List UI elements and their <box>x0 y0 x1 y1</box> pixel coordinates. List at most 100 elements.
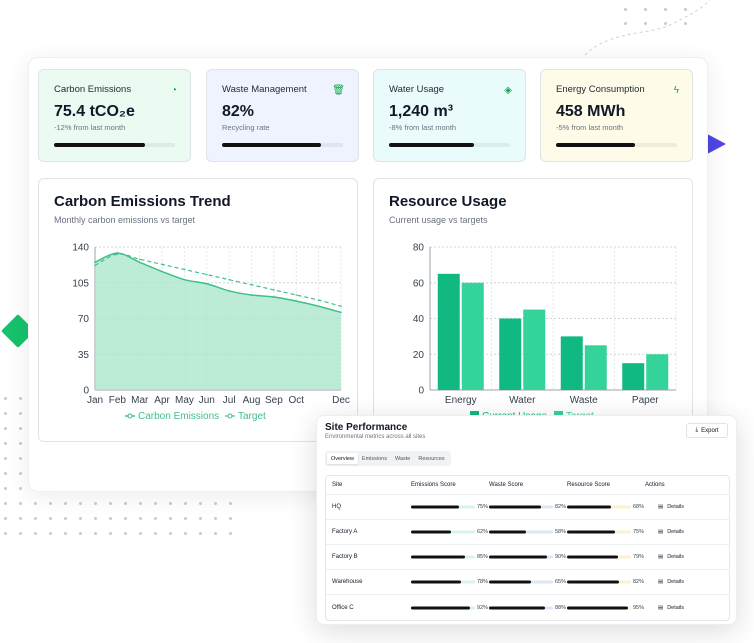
decorative-dot <box>154 532 157 535</box>
decorative-dot <box>19 517 22 520</box>
decorative-dot <box>199 532 202 535</box>
resource-score-value: 82% <box>633 579 645 585</box>
emissions-score-value: 92% <box>477 604 489 611</box>
decorative-dot <box>199 502 202 505</box>
details-link[interactable]: ▤ Details <box>658 554 684 560</box>
waste-score-fill <box>489 606 546 609</box>
bolt-icon: ϟ <box>673 85 679 96</box>
table-row: Factory A 62% 58% 75% ▤ Details <box>326 520 729 545</box>
tab-overview[interactable]: Overview <box>327 453 358 464</box>
waste-score-fill <box>489 580 531 584</box>
emissions-point <box>206 282 208 285</box>
trash-icon: 🗑 <box>332 85 345 96</box>
target-line <box>94 253 342 307</box>
site-performance-card: Site Performance Environmental metrics a… <box>316 415 737 625</box>
column-header-resource: Resource Score <box>567 482 611 488</box>
current-usage-bar <box>437 273 460 390</box>
decorative-dot <box>34 517 37 520</box>
details-label: Details <box>667 554 685 560</box>
decorative-dot <box>79 502 82 505</box>
emissions-point <box>273 296 275 298</box>
category-label: Energy <box>445 395 477 406</box>
stat-progress-track <box>556 143 677 147</box>
resource-score-value: 79% <box>633 554 645 560</box>
emissions-score-fill <box>411 555 466 559</box>
y-tick-label: 0 <box>83 386 89 397</box>
target-point <box>161 263 163 266</box>
waste-score-track <box>489 555 553 559</box>
decorative-dot <box>4 487 7 490</box>
waste-management-card[interactable]: Waste Management 82% Recycling rate 🗑 <box>206 69 359 162</box>
decorative-dot <box>19 472 22 475</box>
stat-progress-fill <box>556 143 635 147</box>
legend-marker-emissions <box>127 413 133 419</box>
export-label: Export <box>701 427 719 434</box>
details-link[interactable]: ▤ Details <box>658 605 684 611</box>
stat-value: 82% <box>222 103 255 120</box>
waste-score-track <box>489 505 553 509</box>
x-tick-label: Jan <box>87 395 103 406</box>
resource-score-track <box>567 505 631 509</box>
target-point <box>317 299 320 301</box>
decorative-dot <box>4 412 7 415</box>
decorative-dot <box>124 517 127 520</box>
resource-usage-title: Resource Usage <box>389 193 507 210</box>
stat-value: 458 MWh <box>556 103 626 120</box>
waste-score-value: 82% <box>555 504 567 510</box>
energy-consumption-card[interactable]: Energy Consumption 458 MWh -5% from last m… <box>540 69 693 162</box>
emissions-score-track <box>411 530 475 534</box>
emissions-score-track <box>411 580 475 584</box>
column-header-actions: Actions <box>645 482 665 488</box>
carbon-emissions-card[interactable]: Carbon Emissions 75.4 tCO₂e -12% from last… <box>38 69 191 162</box>
target-bar <box>523 309 546 390</box>
details-label: Details <box>667 504 685 510</box>
resource-usage-chart: 020406080EnergyWaterWastePaperCurrent Us… <box>413 243 677 422</box>
emissions-score-fill <box>411 580 461 584</box>
decorative-dot <box>79 532 82 535</box>
decorative-dot <box>49 517 52 520</box>
tab-waste[interactable]: Waste <box>394 456 411 462</box>
document-icon: ▤ <box>658 504 664 510</box>
export-button[interactable]: ⤓ Export <box>686 423 728 438</box>
decorative-dot <box>94 517 97 520</box>
details-link[interactable]: ▤ Details <box>658 579 684 585</box>
details-link[interactable]: ▤ Details <box>658 529 684 535</box>
decorative-dot <box>229 532 232 535</box>
decorative-dot <box>154 502 157 505</box>
x-tick-label: Jul <box>223 395 236 406</box>
emissions-score-value: 78% <box>477 579 489 585</box>
resource-score-value: 75% <box>633 529 645 535</box>
resource-score-fill <box>567 606 628 609</box>
x-tick-label: Oct <box>288 395 304 406</box>
tab-resources[interactable]: Resources <box>418 456 445 462</box>
decorative-dot <box>19 427 22 430</box>
category-label: Paper <box>632 395 659 406</box>
decorative-dot <box>139 517 142 520</box>
details-link[interactable]: ▤ Details <box>658 504 684 510</box>
water-usage-card[interactable]: Water Usage 1,240 m³ -8% from last month ◈ <box>373 69 526 162</box>
decorative-dot <box>4 532 7 535</box>
emissions-point <box>340 311 342 314</box>
decorative-dot <box>64 517 67 520</box>
decorative-dot <box>644 22 647 25</box>
decorative-dot <box>34 532 37 535</box>
decorative-dot <box>4 517 7 520</box>
stat-title: Energy Consumption <box>556 84 645 95</box>
site-name: HQ <box>332 504 341 510</box>
target-bar <box>461 282 484 390</box>
y-tick-label: 60 <box>413 278 425 289</box>
document-icon: ▤ <box>658 554 664 560</box>
decorative-dot <box>199 517 202 520</box>
decorative-dot-cluster <box>624 0 714 40</box>
decorative-dot <box>19 502 22 505</box>
decorative-dot <box>19 487 22 490</box>
waste-score-value: 90% <box>555 554 567 560</box>
decorative-dot <box>19 412 22 415</box>
table-header-row: Site Emissions Score Waste Score Resourc… <box>326 476 729 495</box>
site-performance-table: Site Emissions Score Waste Score Resourc… <box>325 475 730 621</box>
tab-emissions[interactable]: Emissions <box>361 456 387 462</box>
stat-subtext: Recycling rate <box>222 123 270 132</box>
emissions-point <box>183 278 186 281</box>
decorative-dot <box>34 502 37 505</box>
x-tick-label: Feb <box>109 395 127 406</box>
